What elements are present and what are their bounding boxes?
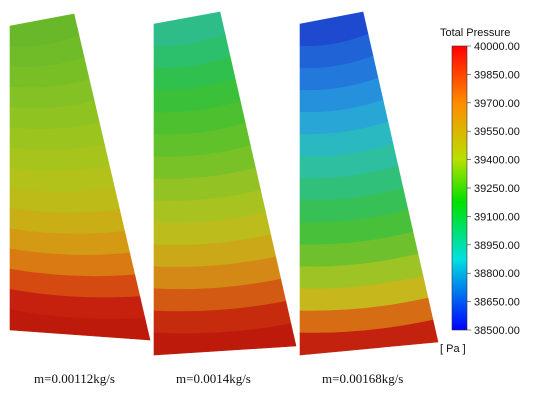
color-legend-unit: [ Pa ] <box>440 343 466 355</box>
contour-band <box>299 319 439 356</box>
color-legend-tick-label: 40000.00 <box>474 41 520 53</box>
color-legend-tick-label: 39250.00 <box>474 183 520 195</box>
color-legend-tick-label: 39550.00 <box>474 126 520 138</box>
caption-panel-3: m=0.00168kg/s <box>322 371 403 386</box>
color-legend-tick-label: 39850.00 <box>474 69 520 81</box>
color-legend-tick-label: 38950.00 <box>474 240 520 252</box>
color-legend-tick-label: 39700.00 <box>474 98 520 110</box>
color-legend-tick-label: 38650.00 <box>474 297 520 309</box>
contour-panel-2 <box>153 11 297 356</box>
color-legend: Total Pressure 40000.00 39850.00 39700.00 3… <box>440 27 520 355</box>
color-legend-tick-label: 38500.00 <box>474 325 520 337</box>
caption-panel-1: m=0.00112kg/s <box>34 371 115 386</box>
contour-panel-3 <box>299 11 439 356</box>
color-legend-tick-label: 39100.00 <box>474 211 520 223</box>
contour-panel-1 <box>9 13 151 341</box>
color-legend-tick-label: 39400.00 <box>474 155 520 167</box>
color-legend-bar <box>451 45 468 331</box>
color-legend-tick-labels: 40000.00 39850.00 39700.00 39550.00 39400.00… <box>467 41 520 337</box>
panel-captions: m=0.00112kg/s m=0.0014kg/s m=0.00168kg/s <box>34 371 403 386</box>
color-legend-title: Total Pressure <box>440 27 510 39</box>
color-legend-tick-label: 38800.00 <box>474 268 520 280</box>
contour-panels <box>9 11 439 356</box>
caption-panel-2: m=0.0014kg/s <box>176 371 251 386</box>
contour-band <box>9 309 151 341</box>
contour-band <box>153 323 297 356</box>
